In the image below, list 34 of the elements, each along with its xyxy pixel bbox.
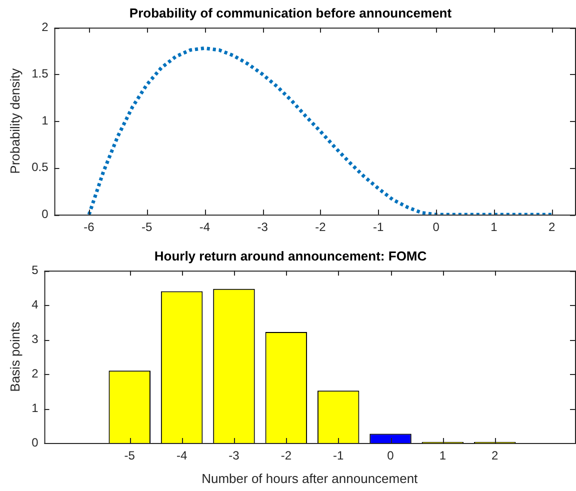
y-tick-label: 2 (42, 20, 49, 34)
chart-title: Hourly return around announcement: FOMC (154, 248, 428, 264)
y-tick-label: 0.5 (32, 160, 49, 174)
x-tick-label: -3 (257, 220, 268, 234)
y-tick-label: 3 (32, 332, 39, 346)
x-tick-label: -5 (124, 448, 136, 463)
x-tick-label: 0 (387, 448, 394, 463)
x-tick-label: -4 (199, 220, 210, 234)
y-tick-label: 1.5 (32, 66, 49, 81)
x-axis-title: Number of hours after announcement (202, 470, 418, 486)
x-tick-label: 1 (439, 448, 446, 463)
y-tick-label: 0 (32, 435, 39, 450)
y-axis-title: Basis points (7, 321, 22, 392)
y-axis-title: Probability density (7, 68, 22, 174)
x-tick-label: -3 (228, 448, 240, 463)
y-tick-label: 5 (32, 262, 39, 277)
x-tick-label: -6 (84, 220, 95, 234)
y-tick-label: 4 (32, 297, 39, 312)
chart-title: Probability of communication before announcement (129, 5, 452, 20)
x-tick-label: 0 (432, 220, 440, 234)
y-tick-label: 0 (42, 206, 49, 221)
y-tick-label: 2 (32, 366, 39, 380)
x-tick-label: 2 (492, 448, 499, 463)
x-tick-label: -2 (315, 220, 326, 234)
y-tick-label: 1 (32, 400, 39, 415)
x-tick-label: -4 (176, 448, 188, 463)
x-tick-label: -2 (280, 448, 292, 463)
x-tick-label: -1 (372, 220, 384, 234)
y-tick-label: 1 (42, 113, 49, 128)
x-tick-label: 2 (548, 220, 556, 234)
x-tick-label: -1 (333, 448, 344, 463)
x-tick-label: -5 (142, 220, 153, 234)
line-series (87, 46, 554, 215)
x-tick-label: 1 (490, 220, 498, 234)
